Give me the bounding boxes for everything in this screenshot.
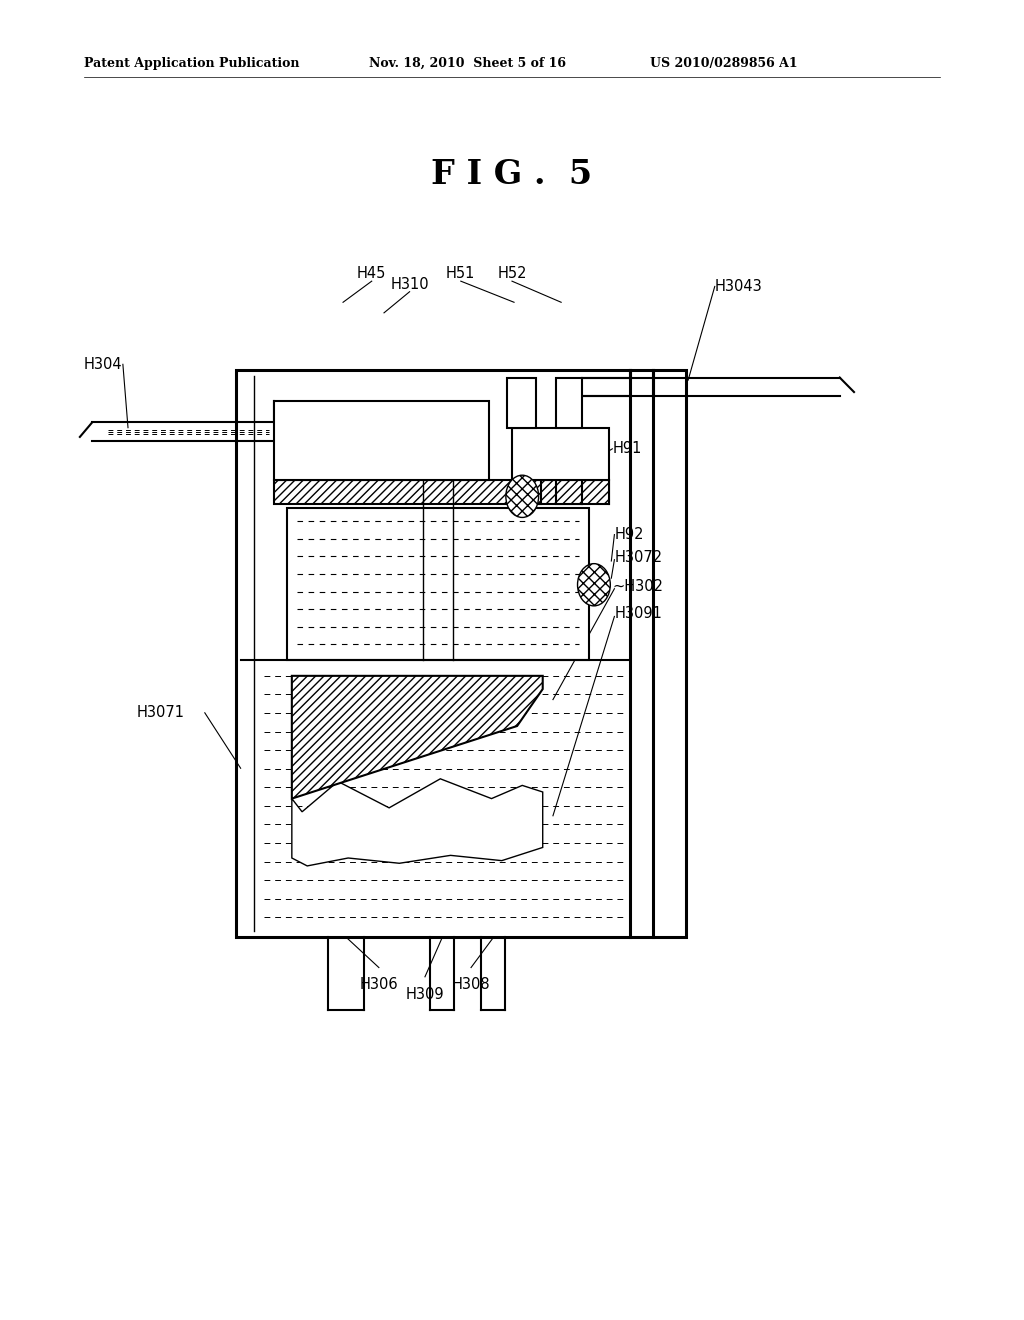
Bar: [556, 480, 582, 504]
Polygon shape: [292, 676, 543, 799]
Bar: [512, 480, 541, 504]
Text: H92: H92: [614, 527, 644, 543]
Polygon shape: [292, 779, 543, 866]
Text: H51: H51: [446, 267, 475, 281]
Bar: [274, 480, 609, 504]
Text: H3043: H3043: [715, 279, 763, 294]
Bar: [507, 378, 536, 428]
Text: H306: H306: [359, 977, 398, 991]
Text: H3072: H3072: [614, 549, 663, 565]
Text: Patent Application Publication: Patent Application Publication: [84, 57, 299, 70]
Bar: [236, 370, 686, 937]
Bar: [512, 428, 609, 480]
Text: H3071: H3071: [136, 705, 184, 721]
Text: H308: H308: [452, 977, 490, 991]
Text: H45: H45: [357, 267, 386, 281]
Text: US 2010/0289856 A1: US 2010/0289856 A1: [650, 57, 798, 70]
Text: H3091: H3091: [614, 606, 663, 622]
Text: H310: H310: [390, 277, 429, 292]
Bar: [556, 378, 582, 428]
Bar: [274, 401, 489, 480]
Circle shape: [506, 475, 539, 517]
Text: H309: H309: [406, 987, 444, 1002]
Text: ~H302: ~H302: [612, 578, 664, 594]
Text: F I G .  5: F I G . 5: [431, 158, 593, 191]
Text: H304: H304: [84, 356, 123, 372]
Circle shape: [578, 564, 610, 606]
Text: H91: H91: [612, 441, 642, 457]
Text: Nov. 18, 2010  Sheet 5 of 16: Nov. 18, 2010 Sheet 5 of 16: [369, 57, 565, 70]
Text: H52: H52: [498, 267, 526, 281]
Bar: [287, 508, 589, 660]
